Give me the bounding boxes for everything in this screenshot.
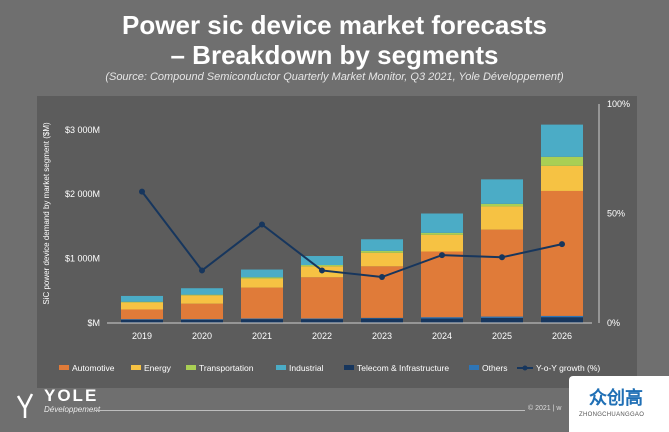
legend-label: Y-o-Y growth (%) bbox=[536, 363, 600, 373]
bar-segment bbox=[541, 315, 583, 318]
watermark: 众创高 ZHONGCHUANGGAO bbox=[569, 376, 669, 432]
growth-point bbox=[499, 254, 505, 261]
bar-segment bbox=[421, 232, 463, 235]
x-tick-label: 2021 bbox=[252, 331, 272, 341]
legend-label: Others bbox=[482, 363, 508, 373]
legend-swatch bbox=[131, 365, 141, 370]
bar-segment bbox=[541, 165, 583, 191]
bar-segment bbox=[301, 265, 343, 267]
watermark-text: 众创高 bbox=[589, 388, 643, 408]
bar-segment bbox=[421, 234, 463, 252]
legend-label: Industrial bbox=[289, 363, 324, 373]
bar-segment bbox=[541, 190, 583, 316]
bar-segment bbox=[181, 303, 223, 320]
bar-segment bbox=[121, 295, 163, 302]
bar-segment bbox=[241, 319, 283, 323]
bar-segment bbox=[421, 318, 463, 323]
logo-name: YOLE bbox=[44, 386, 99, 405]
bar-segment bbox=[181, 319, 223, 320]
bar-segment bbox=[361, 250, 403, 253]
bar-segment bbox=[121, 309, 163, 320]
logo-subtitle: Développement bbox=[44, 405, 101, 414]
growth-point bbox=[439, 252, 445, 259]
footer-divider bbox=[95, 410, 525, 411]
bar-segment bbox=[541, 317, 583, 323]
legend-label: Energy bbox=[144, 363, 172, 373]
bar-segment bbox=[541, 156, 583, 166]
y-tick-label: $2 000M bbox=[65, 189, 100, 199]
x-tick-label: 2026 bbox=[552, 331, 572, 341]
legend-line-marker bbox=[522, 365, 528, 371]
legend-swatch bbox=[469, 365, 479, 370]
legend-swatch bbox=[344, 365, 354, 370]
chart-title-line1: Power sic device market forecasts bbox=[122, 10, 547, 40]
growth-point bbox=[199, 267, 205, 274]
watermark-subtext: ZHONGCHUANGGAO bbox=[579, 412, 645, 418]
x-tick-label: 2025 bbox=[492, 331, 512, 341]
chart-title-line2: – Breakdown by segments bbox=[170, 40, 499, 70]
bar-segment bbox=[421, 317, 463, 319]
bar-segment bbox=[301, 318, 343, 320]
y2-tick-label: 0% bbox=[607, 318, 620, 328]
x-tick-label: 2024 bbox=[432, 331, 452, 341]
bar-segment bbox=[241, 287, 283, 319]
bar-segment bbox=[481, 206, 523, 230]
bar-segment bbox=[241, 277, 283, 279]
legend-label: Transportation bbox=[199, 363, 254, 373]
legend-label: Telecom & Infrastructure bbox=[357, 363, 449, 373]
legend-swatch bbox=[59, 365, 69, 370]
chart-panel: SiC power device demand by market segmen… bbox=[37, 96, 637, 388]
chart: SiC power device demand by market segmen… bbox=[42, 99, 630, 373]
y2-tick-label: 100% bbox=[607, 99, 630, 109]
bar-segment bbox=[361, 252, 403, 267]
bar-segment bbox=[481, 179, 523, 204]
bar-segment bbox=[421, 213, 463, 233]
bar-segment bbox=[121, 319, 163, 320]
growth-point bbox=[259, 221, 265, 228]
footer-copyright: © 2021 | w bbox=[528, 405, 562, 412]
bar-segment bbox=[121, 319, 163, 323]
bar-segment bbox=[481, 203, 523, 207]
bar-segment bbox=[301, 277, 343, 319]
legend-swatch bbox=[186, 365, 196, 370]
growth-line bbox=[141, 190, 563, 279]
y-axis-title: SiC power device demand by market segmen… bbox=[42, 122, 51, 305]
y-tick-label: $3 000M bbox=[65, 125, 100, 135]
x-tick-label: 2023 bbox=[372, 331, 392, 341]
bar-segment bbox=[241, 318, 283, 320]
bar-segment bbox=[481, 316, 523, 318]
legend-label: Automotive bbox=[72, 363, 115, 373]
x-tick-label: 2022 bbox=[312, 331, 332, 341]
bar-segment bbox=[181, 319, 223, 323]
bar-segment bbox=[361, 318, 403, 323]
yole-logo-icon bbox=[16, 393, 34, 418]
bar-segment bbox=[541, 124, 583, 157]
bar-segment bbox=[481, 317, 523, 323]
legend-swatch bbox=[276, 365, 286, 370]
chart-source: (Source: Compound Semiconductor Quarterl… bbox=[105, 71, 564, 83]
bar-segment bbox=[481, 229, 523, 317]
bar-segment bbox=[121, 302, 163, 310]
growth-point bbox=[139, 188, 145, 195]
bar-segment bbox=[421, 251, 463, 318]
growth-point bbox=[559, 241, 565, 248]
bar-segment bbox=[181, 295, 223, 304]
bar-segment bbox=[301, 319, 343, 323]
bar-segment bbox=[181, 288, 223, 295]
growth-point bbox=[379, 274, 385, 281]
y-tick-label: $1 000M bbox=[65, 254, 100, 264]
x-tick-label: 2019 bbox=[132, 331, 152, 341]
growth-point bbox=[319, 267, 325, 274]
bar-segment bbox=[361, 239, 403, 251]
x-tick-label: 2020 bbox=[192, 331, 212, 341]
bar-segment bbox=[241, 269, 283, 278]
bar-segment bbox=[181, 294, 223, 296]
bar-segment bbox=[241, 278, 283, 288]
bar-segment bbox=[301, 256, 343, 266]
y-tick-label: $M bbox=[87, 318, 100, 328]
bar-segment bbox=[121, 301, 163, 303]
y2-tick-label: 50% bbox=[607, 209, 625, 219]
bar-segment bbox=[361, 317, 403, 319]
